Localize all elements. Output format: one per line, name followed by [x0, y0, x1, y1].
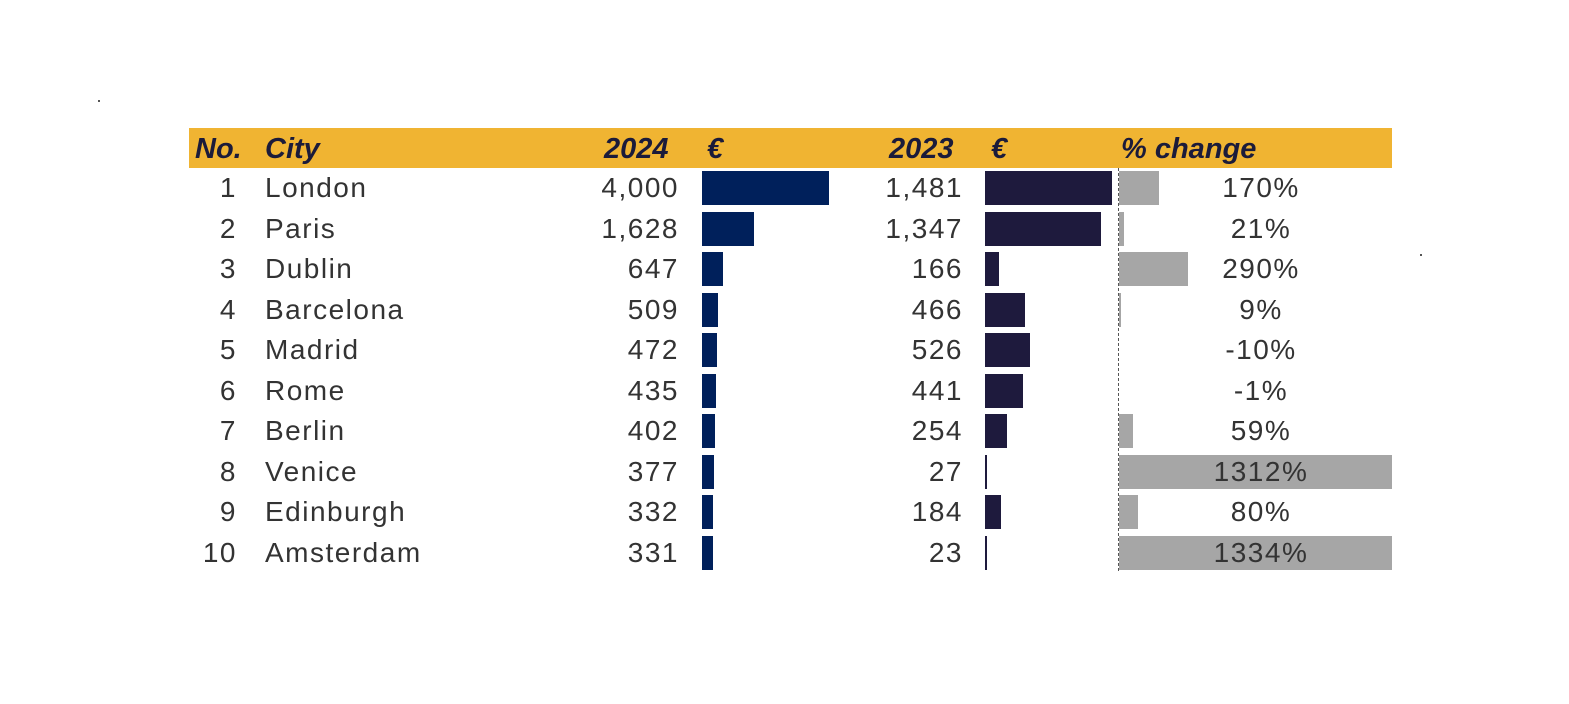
value-2024: 402 [627, 415, 679, 446]
table-row: 9 Edinburgh 332 184 80% [189, 492, 1392, 533]
city-name: Edinburgh [265, 496, 407, 527]
bar-2023 [985, 414, 1007, 448]
bar-2024 [702, 535, 713, 570]
value-2024: 377 [627, 455, 679, 487]
value-2023: 1,347 [885, 212, 963, 244]
value-2024: 332 [627, 496, 679, 527]
bar-2024 [702, 333, 717, 367]
value-2023: 466 [911, 293, 963, 325]
value-2023: 441 [911, 374, 963, 406]
table-row: 4 Barcelona 509 466 9% [189, 290, 1392, 331]
bar-change [1119, 171, 1160, 205]
city-name: Madrid [265, 334, 360, 365]
table-row: 3 Dublin 647 166 290% [189, 249, 1392, 290]
percent-change: 21% [1230, 212, 1292, 244]
percent-change: 59% [1230, 415, 1292, 446]
bar-2024 [702, 495, 713, 529]
stray-dot [1420, 254, 1422, 256]
header-change: % change [1121, 133, 1257, 165]
percent-change: 9% [1239, 293, 1283, 325]
bar-2023 [985, 292, 1025, 327]
bar-2024 [702, 373, 716, 408]
bar-2023 [985, 535, 987, 570]
bar-2024 [702, 414, 715, 448]
bar-change [1119, 211, 1124, 246]
percent-change: -1% [1233, 374, 1289, 406]
rank-number: 5 [219, 334, 237, 365]
bar-change [1119, 292, 1122, 327]
bar-2024 [702, 252, 723, 286]
city-name: Amsterdam [265, 536, 422, 568]
bar-2024 [702, 171, 829, 205]
rank-number: 10 [202, 536, 237, 568]
bar-change [1119, 414, 1133, 448]
header-city: City [265, 133, 320, 165]
value-2023: 27 [928, 455, 963, 487]
bar-2024 [702, 211, 754, 246]
bar-change [1119, 454, 1392, 489]
bar-2023 [985, 495, 1001, 529]
header-2024-currency: € [707, 133, 724, 165]
city-name: Paris [265, 212, 337, 244]
header-2023: 2023 [889, 133, 954, 165]
rank-number: 2 [219, 212, 237, 244]
bar-2023 [985, 171, 1112, 205]
rank-number: 8 [219, 455, 237, 487]
header-2024: 2024 [604, 133, 669, 165]
value-2024: 331 [627, 536, 679, 568]
city-name: Berlin [265, 415, 346, 446]
percent-change: 1312% [1213, 455, 1309, 487]
value-2024: 1,628 [601, 212, 679, 244]
value-2024: 472 [627, 334, 679, 365]
bar-2023 [985, 252, 1000, 286]
table-row: 1 London 4,000 1,481 170% [189, 168, 1392, 209]
percent-change: 290% [1222, 253, 1300, 284]
bar-2024 [702, 292, 719, 327]
rank-number: 1 [219, 172, 237, 203]
bar-2024 [702, 454, 714, 489]
value-2023: 526 [911, 334, 963, 365]
value-2023: 1,481 [885, 172, 963, 203]
header-2023-currency: € [991, 133, 1008, 165]
bar-change [1119, 535, 1392, 570]
bar-2023 [985, 454, 988, 489]
bar-2023 [985, 211, 1101, 246]
table-row: 2 Paris 1,628 1,347 21% [189, 209, 1392, 250]
table-row: 10 Amsterdam 331 23 1334% [189, 533, 1392, 574]
bar-2023 [985, 373, 1023, 408]
city-name: London [265, 172, 368, 203]
rank-number: 4 [219, 293, 237, 325]
percent-change: 170% [1222, 172, 1300, 203]
value-2024: 4,000 [601, 172, 679, 203]
value-2023: 23 [928, 536, 963, 568]
header-no: No. [195, 133, 242, 165]
rank-number: 6 [219, 374, 237, 406]
rank-number: 7 [219, 415, 237, 446]
table-header: No. City 2024 € 2023 € % change [189, 128, 1392, 168]
percent-change: 80% [1230, 496, 1292, 527]
table-row: 7 Berlin 402 254 59% [189, 411, 1392, 452]
value-2023: 184 [911, 496, 963, 527]
value-2023: 254 [911, 415, 963, 446]
rank-number: 3 [219, 253, 237, 284]
table-row: 5 Madrid 472 526 -10% [189, 330, 1392, 371]
table-row: 8 Venice 377 27 1312% [189, 452, 1392, 493]
city-name: Venice [265, 455, 359, 487]
value-2024: 435 [627, 374, 679, 406]
bar-change [1119, 252, 1188, 286]
percent-change: -10% [1225, 334, 1297, 365]
stray-dot [98, 100, 100, 102]
table-row: 6 Rome 435 441 -1% [189, 371, 1392, 412]
value-2023: 166 [911, 253, 963, 284]
city-name: Dublin [265, 253, 354, 284]
bar-change [1119, 495, 1138, 529]
percent-change: 1334% [1213, 536, 1309, 568]
value-2024: 647 [627, 253, 679, 284]
city-name: Barcelona [265, 293, 405, 325]
city-name: Rome [265, 374, 346, 406]
rank-number: 9 [219, 496, 237, 527]
change-axis-line [1118, 168, 1119, 571]
bar-2023 [985, 333, 1031, 367]
value-2024: 509 [627, 293, 679, 325]
